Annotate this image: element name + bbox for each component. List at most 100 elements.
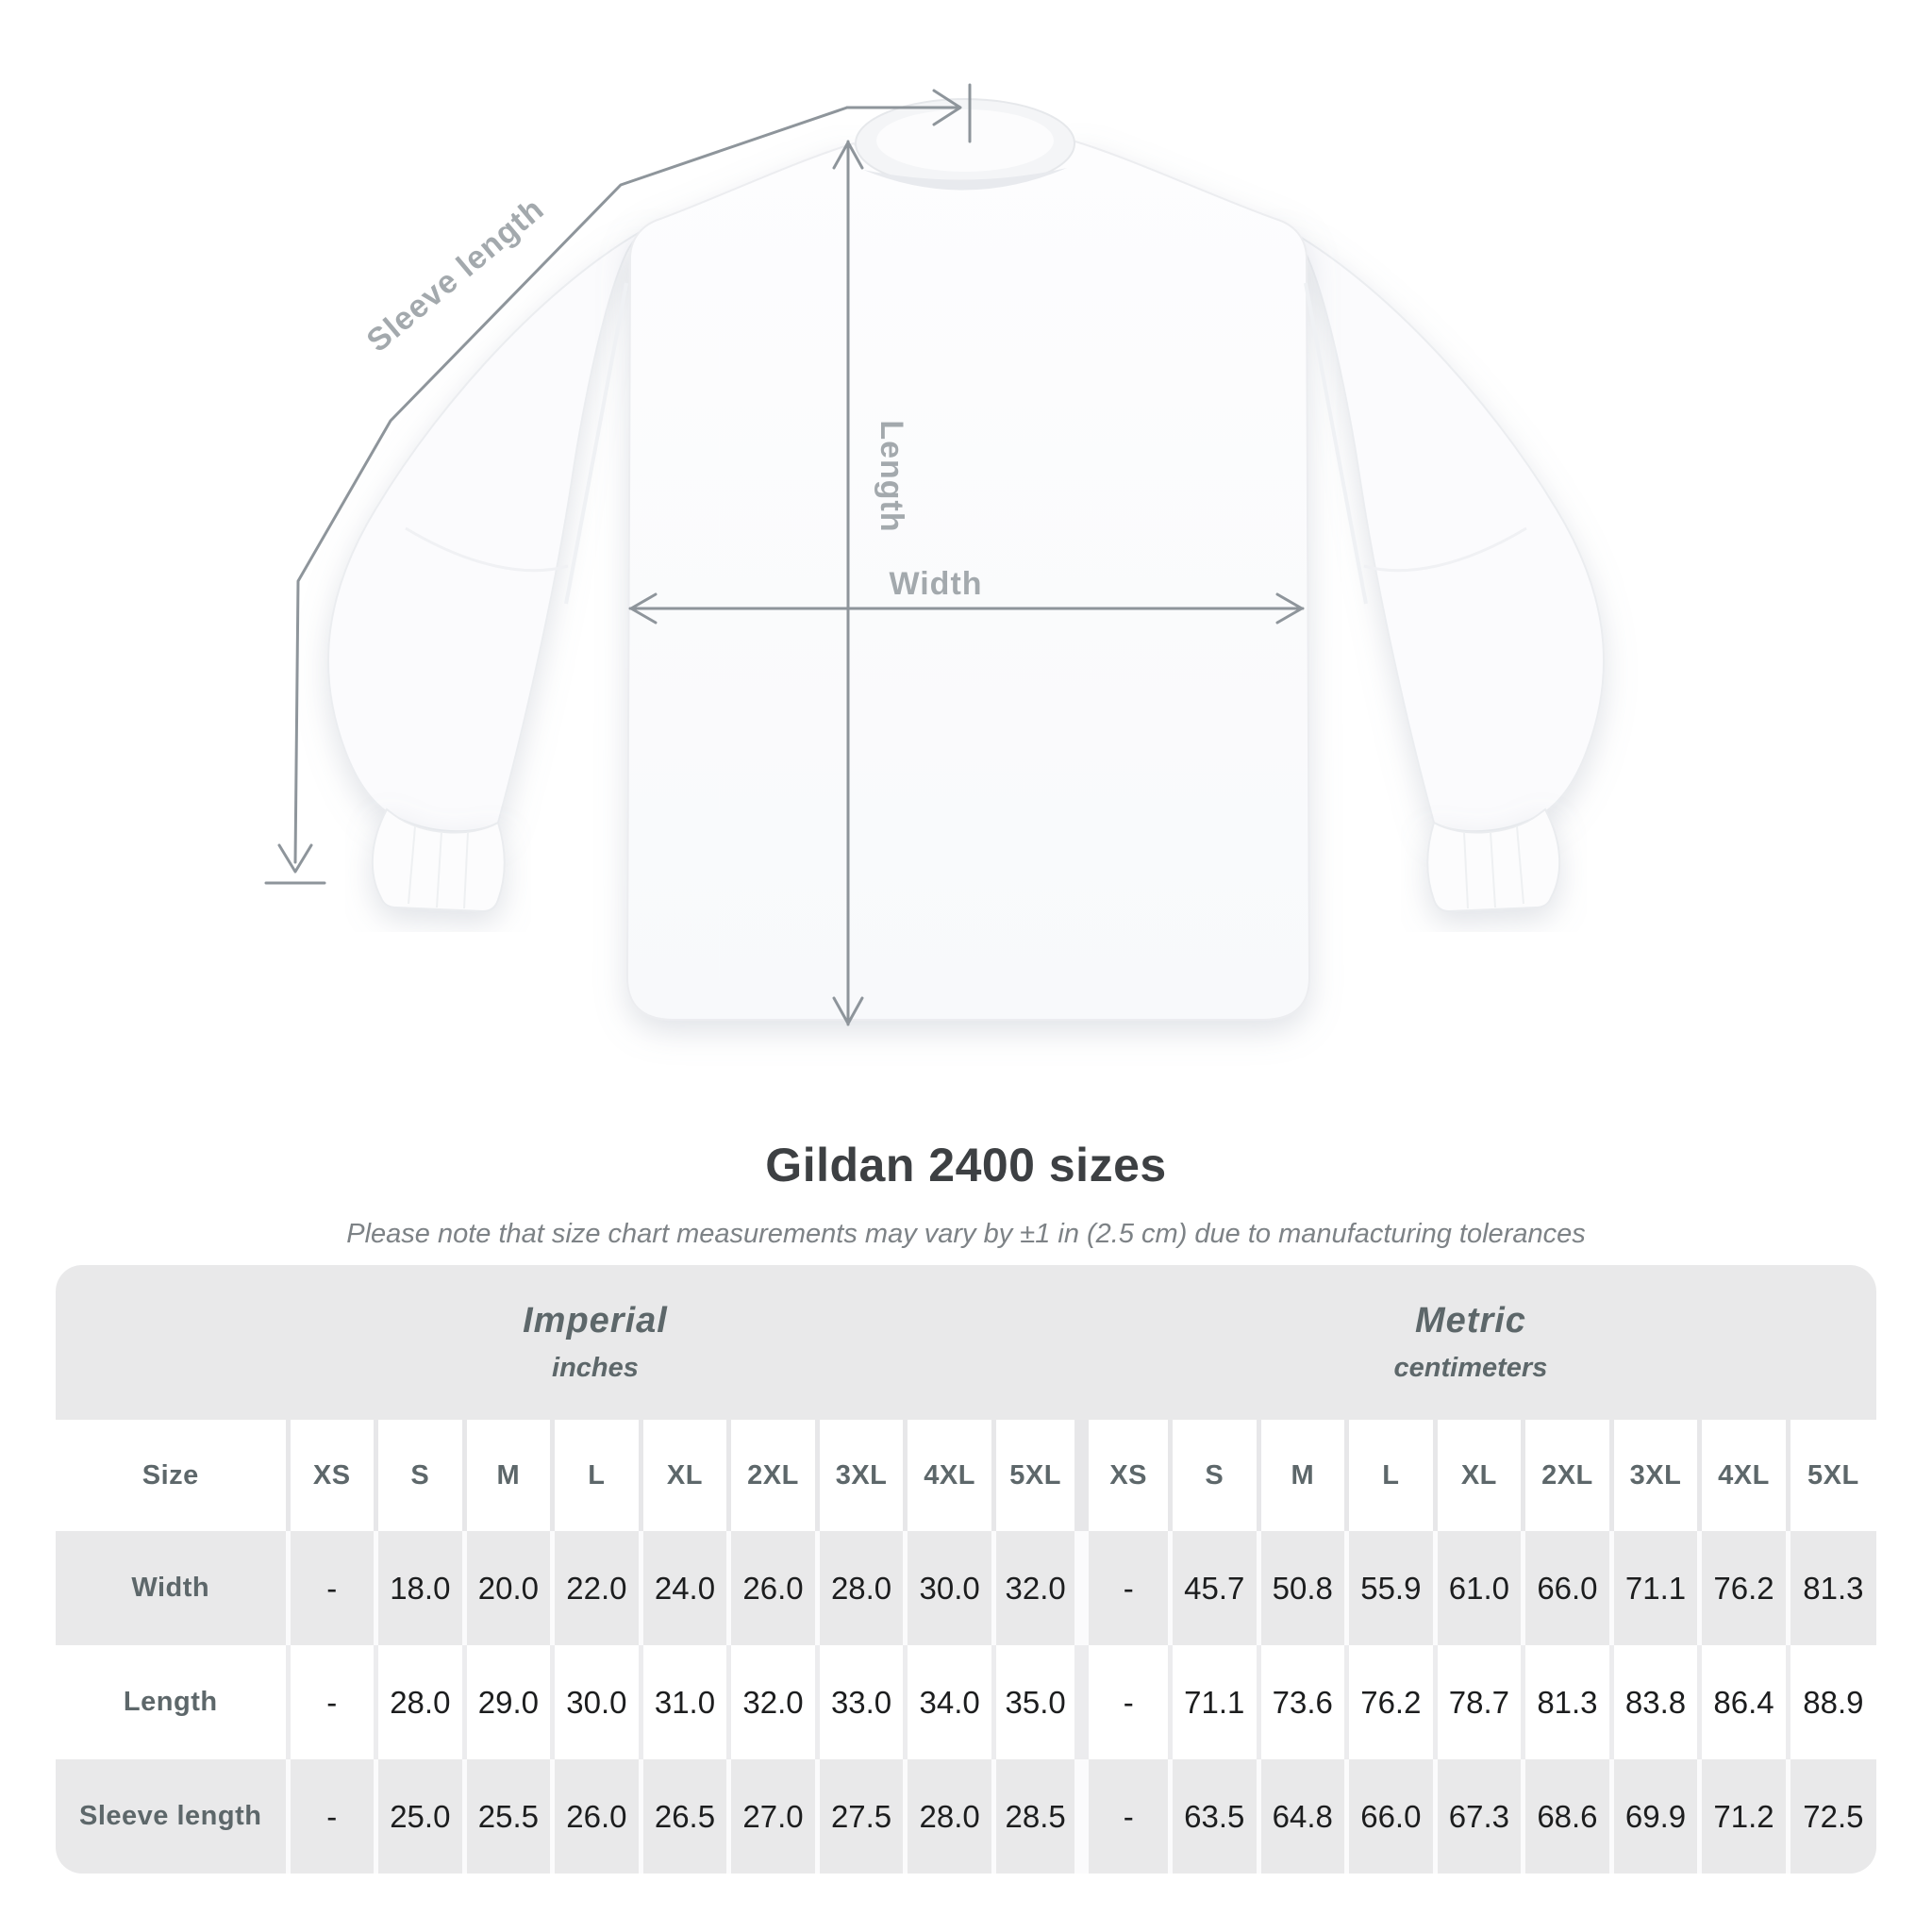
shirt-body — [625, 140, 1311, 1021]
imperial-label: Imperial — [523, 1301, 668, 1341]
value-cell: - — [1074, 1531, 1171, 1645]
value-cell: 55.9 — [1344, 1531, 1436, 1645]
width-arrowheads — [629, 592, 1304, 625]
value-cell: 68.6 — [1521, 1759, 1612, 1874]
value-cell: 66.0 — [1521, 1531, 1612, 1645]
value-cell: 26.0 — [726, 1531, 818, 1645]
value-cell: 32.0 — [991, 1531, 1082, 1645]
row-label: Width — [131, 1573, 210, 1603]
value-cell: 28.0 — [814, 1531, 906, 1645]
size-col-header-metric-l: L — [1344, 1420, 1436, 1531]
row-label: Length — [123, 1687, 218, 1717]
value-cell: 33.0 — [814, 1645, 906, 1759]
value-cell: 73.6 — [1256, 1645, 1347, 1759]
size-col-header-metric-4xl: 4XL — [1697, 1420, 1789, 1531]
value-cell: 24.0 — [638, 1531, 729, 1645]
value-cell: 81.3 — [1521, 1645, 1612, 1759]
value-cell: 67.3 — [1432, 1759, 1524, 1874]
value-cell: 28.0 — [374, 1645, 465, 1759]
left-cuff — [371, 808, 506, 913]
value-cell: 50.8 — [1256, 1531, 1347, 1645]
value-cell: 71.1 — [1608, 1531, 1700, 1645]
size-col-header-metric-m: M — [1256, 1420, 1347, 1531]
sleeve-origin-arrow — [845, 89, 962, 126]
metric-label: Metric — [1415, 1301, 1526, 1341]
value-cell: 61.0 — [1432, 1531, 1524, 1645]
value-cell: 26.0 — [550, 1759, 641, 1874]
value-cell: 71.2 — [1697, 1759, 1789, 1874]
left-armhole-seam — [564, 282, 628, 605]
value-cell: - — [285, 1531, 376, 1645]
size-col-header-imperial-5xl: 5XL — [991, 1420, 1082, 1531]
size-col-header-imperial-s: S — [374, 1420, 465, 1531]
page-subtitle: Please note that size chart measurements… — [346, 1219, 1586, 1249]
value-cell: 28.5 — [991, 1759, 1082, 1874]
length-label: Length — [874, 420, 909, 532]
sleeve-length-line — [293, 106, 849, 864]
page-title: Gildan 2400 sizes — [765, 1139, 1167, 1191]
size-col-header-imperial-2xl: 2XL — [726, 1420, 818, 1531]
left-cuff-ribs — [408, 825, 469, 909]
measurement-row-length: Length -28.0 29.0 30.0 31.0 32.0 33.0 34.0 35.0-… — [56, 1645, 1876, 1759]
size-table-container: Imperial inches Metric centimeters Size … — [56, 1265, 1876, 1874]
size-col-header-metric-s: S — [1167, 1420, 1259, 1531]
size-table-body: Width -18.0 20.0 22.0 24.0 26.0 28.0 30.0 32.0-4… — [56, 1531, 1876, 1874]
value-cell: - — [1074, 1645, 1171, 1759]
metric-group-header: Metric centimeters — [1081, 1265, 1876, 1420]
value-cell: 45.7 — [1167, 1531, 1259, 1645]
collar-shadow — [863, 168, 1067, 191]
right-armhole-seam — [1304, 282, 1368, 605]
value-cell: 27.0 — [726, 1759, 818, 1874]
value-cell: 31.0 — [638, 1645, 729, 1759]
value-cell: 64.8 — [1256, 1759, 1347, 1874]
value-cell: 81.3 — [1785, 1531, 1876, 1645]
value-cell: 72.5 — [1785, 1759, 1876, 1874]
size-col-header-metric-5xl: 5XL — [1785, 1420, 1876, 1531]
size-header-row: Size XS S M L XL 2XL 3XL 4XL 5XL XS S M L XL 2XL 3XL 4XL… — [56, 1420, 1876, 1531]
collar-opening — [876, 109, 1054, 172]
value-cell: 32.0 — [726, 1645, 818, 1759]
value-cell: 63.5 — [1167, 1759, 1259, 1874]
value-cell: 29.0 — [461, 1645, 553, 1759]
width-label: Width — [889, 566, 982, 602]
measurement-row-sleeve-length: Sleeve length -25.0 25.5 26.0 26.5 27.0 27.5 28… — [56, 1759, 1876, 1874]
row-label: Sleeve length — [79, 1801, 262, 1831]
sleeve-length-arrowhead — [277, 843, 313, 874]
value-cell: 28.0 — [903, 1759, 994, 1874]
right-sleeve-crease — [1363, 526, 1527, 573]
size-col-header-metric-xl: XL — [1432, 1420, 1524, 1531]
value-cell: 88.9 — [1785, 1645, 1876, 1759]
size-col-header-imperial-3xl: 3XL — [814, 1420, 906, 1531]
metric-sublabel: centimeters — [1393, 1353, 1548, 1383]
value-cell: 30.0 — [903, 1531, 994, 1645]
value-cell: 66.0 — [1344, 1759, 1436, 1874]
value-cell: 18.0 — [374, 1531, 465, 1645]
size-col-header-metric-2xl: 2XL — [1521, 1420, 1612, 1531]
imperial-group-header: Imperial inches — [56, 1265, 1082, 1420]
size-col-header-imperial-xs: XS — [285, 1420, 376, 1531]
value-cell: 25.5 — [461, 1759, 553, 1874]
size-chart-table: Imperial inches Metric centimeters Size … — [56, 1265, 1876, 1874]
value-cell: 78.7 — [1432, 1645, 1524, 1759]
length-arrowheads — [832, 141, 864, 1025]
value-cell: 20.0 — [461, 1531, 553, 1645]
measurement-row-width: Width -18.0 20.0 22.0 24.0 26.0 28.0 30.0 32.0-4… — [56, 1531, 1876, 1645]
size-header: Size — [56, 1420, 288, 1531]
value-cell: - — [1074, 1759, 1171, 1874]
value-cell: 25.0 — [374, 1759, 465, 1874]
value-cell: 30.0 — [550, 1645, 641, 1759]
size-col-header-metric-3xl: 3XL — [1608, 1420, 1700, 1531]
value-cell: 27.5 — [814, 1759, 906, 1874]
value-cell: 26.5 — [638, 1759, 729, 1874]
left-sleeve-crease — [405, 526, 569, 573]
value-cell: - — [285, 1759, 376, 1874]
value-cell: 71.1 — [1167, 1645, 1259, 1759]
value-cell: 76.2 — [1697, 1531, 1789, 1645]
size-col-header-imperial-l: L — [550, 1420, 641, 1531]
size-col-header-metric-xs: XS — [1074, 1420, 1171, 1531]
value-cell: - — [285, 1645, 376, 1759]
right-sleeve — [1271, 220, 1606, 833]
value-cell: 76.2 — [1344, 1645, 1436, 1759]
unit-group-row: Imperial inches Metric centimeters — [56, 1265, 1876, 1420]
value-cell: 86.4 — [1697, 1645, 1789, 1759]
